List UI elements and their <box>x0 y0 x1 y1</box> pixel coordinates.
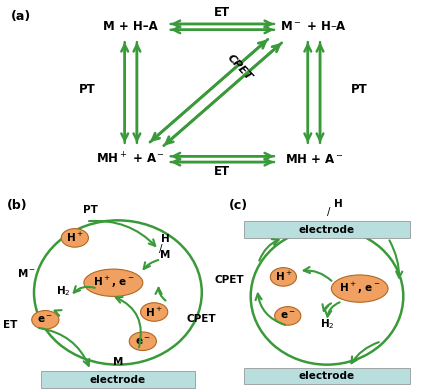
Ellipse shape <box>140 303 168 321</box>
Ellipse shape <box>61 229 89 247</box>
Text: electrode: electrode <box>299 225 355 235</box>
Text: PT: PT <box>351 83 368 96</box>
Text: e$^-$: e$^-$ <box>280 310 296 321</box>
Text: PT: PT <box>83 204 98 215</box>
Text: H$^+$: H$^+$ <box>145 305 163 319</box>
Text: H$^+$, e$^-$: H$^+$, e$^-$ <box>339 281 380 296</box>
Text: M$^-$ + H–A: M$^-$ + H–A <box>280 20 347 34</box>
Text: H$^+$: H$^+$ <box>275 270 292 284</box>
Text: CPET: CPET <box>187 314 217 324</box>
Text: e$^-$: e$^-$ <box>37 314 53 325</box>
Ellipse shape <box>270 268 296 286</box>
Text: H$^+$: H$^+$ <box>66 231 84 245</box>
FancyBboxPatch shape <box>244 221 410 238</box>
Text: CPET: CPET <box>214 275 244 285</box>
FancyBboxPatch shape <box>41 371 195 388</box>
Text: (a): (a) <box>11 11 31 23</box>
Ellipse shape <box>275 307 301 325</box>
Text: CPET: CPET <box>225 53 254 83</box>
Text: PT: PT <box>79 83 95 96</box>
Ellipse shape <box>129 332 157 351</box>
Text: (b): (b) <box>7 199 27 212</box>
Text: M: M <box>160 250 170 261</box>
Text: M: M <box>113 356 123 367</box>
Text: M$^-$: M$^-$ <box>17 267 36 279</box>
Text: M + H–A: M + H–A <box>103 20 158 34</box>
Text: MH$^+$ + A$^-$: MH$^+$ + A$^-$ <box>96 151 165 167</box>
Text: ET: ET <box>3 319 17 330</box>
Text: electrode: electrode <box>90 375 146 385</box>
FancyBboxPatch shape <box>244 367 410 384</box>
Text: H: H <box>334 199 342 209</box>
Ellipse shape <box>32 310 59 329</box>
Ellipse shape <box>331 275 388 302</box>
Text: H$^+$, e$^-$: H$^+$, e$^-$ <box>93 275 134 290</box>
Text: H: H <box>161 234 170 244</box>
Text: MH + A$^-$: MH + A$^-$ <box>285 152 343 166</box>
Text: H$_2$: H$_2$ <box>320 317 334 332</box>
Text: electrode: electrode <box>299 371 355 381</box>
Text: /: / <box>159 243 163 254</box>
Text: ET: ET <box>215 5 230 18</box>
Text: H$_2$: H$_2$ <box>56 284 71 298</box>
Text: ET: ET <box>215 165 230 178</box>
Text: (c): (c) <box>229 199 248 212</box>
Text: e$^-$: e$^-$ <box>135 336 151 347</box>
Text: /: / <box>327 206 331 216</box>
Ellipse shape <box>84 269 143 296</box>
